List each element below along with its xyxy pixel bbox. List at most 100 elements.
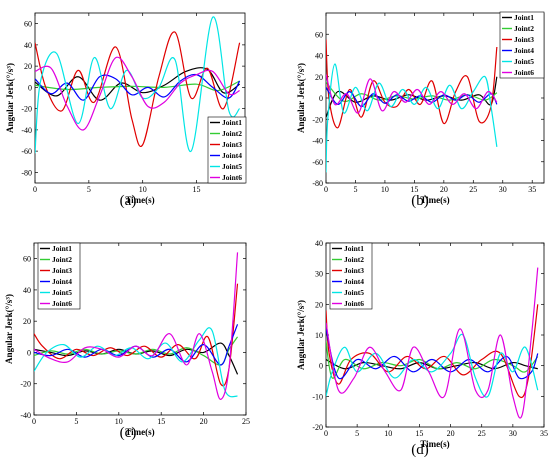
legend-label-joint3: Joint3 xyxy=(222,140,242,149)
series-line-joint3 xyxy=(34,283,239,387)
y-tick-label: 20 xyxy=(23,317,31,326)
x-tick-label: 25 xyxy=(478,429,486,438)
legend-label-joint4: Joint4 xyxy=(344,277,364,286)
legend-label-joint1: Joint1 xyxy=(344,244,364,253)
series-group xyxy=(326,39,498,173)
x-tick-label: 15 xyxy=(193,185,201,194)
y-tick-label: -60 xyxy=(21,147,32,156)
y-tick-label: -40 xyxy=(20,411,31,420)
legend-label-joint5: Joint5 xyxy=(514,57,534,66)
x-tick-label: 10 xyxy=(115,417,123,426)
panel-caption: (d) xyxy=(411,442,429,458)
y-axis-label: Angular Jerk(°/s³) xyxy=(5,63,15,133)
x-tick-label: 5 xyxy=(87,185,91,194)
series-line-joint1 xyxy=(326,76,498,118)
y-tick-label: 30 xyxy=(315,270,323,279)
series-line-joint2 xyxy=(326,341,539,379)
y-tick-label: 0 xyxy=(319,94,323,103)
series-line-joint5 xyxy=(326,63,498,173)
chart-panel-c: 0 5 10 15 20 25 -40 -20 0 20 40 60 Time(s) Angular Je… xyxy=(4,242,250,441)
x-tick-label: 15 xyxy=(415,429,423,438)
legend-label-joint5: Joint5 xyxy=(222,162,242,171)
series-line-joint3 xyxy=(326,39,498,129)
legend-box xyxy=(329,242,373,310)
x-tick-label: 30 xyxy=(509,429,517,438)
legend-label-joint2: Joint2 xyxy=(222,129,242,138)
panel-caption: (c) xyxy=(120,425,137,441)
series-group xyxy=(35,16,241,154)
x-tick-label: 0 xyxy=(324,185,328,194)
x-tick-label: 0 xyxy=(33,185,37,194)
y-tick-label: 0 xyxy=(27,348,31,357)
y-tick-label: -20 xyxy=(312,115,323,124)
plot-frame xyxy=(33,242,247,416)
x-tick-label: 0 xyxy=(32,417,36,426)
y-axis-label: Angular Jerk(°/s³) xyxy=(4,294,14,364)
y-tick-label: -20 xyxy=(20,380,31,389)
x-tick-label: 30 xyxy=(499,185,507,194)
y-tick-label: 40 xyxy=(24,41,32,50)
y-tick-label: -80 xyxy=(312,179,323,188)
x-tick-label: 20 xyxy=(440,185,448,194)
legend-label-joint1: Joint1 xyxy=(222,118,242,127)
y-tick-label: 60 xyxy=(23,255,31,264)
legend-box xyxy=(37,242,81,310)
legend-label-joint1: Joint1 xyxy=(52,244,72,253)
legend: Joint1 Joint2 Joint3 Joint4 Joint5 Joint6 xyxy=(37,242,81,310)
legend-label-joint1: Joint1 xyxy=(514,13,534,22)
legend-label-joint3: Joint3 xyxy=(52,266,72,275)
series-line-joint3 xyxy=(35,31,241,147)
y-axis-label: Angular Jerk(°/s³) xyxy=(296,63,306,133)
legend-label-joint4: Joint4 xyxy=(52,277,72,286)
chart-panel-b: 0 5 10 15 20 25 30 35 -80 -60 -40 -20 0 20 40 60 Time(s)… xyxy=(296,11,545,209)
series-line-joint6 xyxy=(326,74,498,114)
legend-label-joint2: Joint2 xyxy=(344,255,364,264)
x-tick-label: 5 xyxy=(74,417,78,426)
legend-label-joint3: Joint3 xyxy=(514,35,534,44)
x-tick-label: 25 xyxy=(242,417,250,426)
y-tick-label: -20 xyxy=(21,105,32,114)
x-tick-label: 15 xyxy=(157,417,165,426)
series-line-joint4 xyxy=(326,87,498,108)
x-tick-label: 0 xyxy=(324,429,328,438)
series-group xyxy=(326,267,539,419)
legend: Joint1 Joint2 Joint3 Joint4 Joint5 Joint6 xyxy=(207,116,247,184)
legend-label-joint2: Joint2 xyxy=(514,24,534,33)
legend-label-joint6: Joint6 xyxy=(222,173,242,182)
y-tick-label: -80 xyxy=(21,168,32,177)
y-tick-label: 20 xyxy=(315,300,323,309)
x-tick-label: 35 xyxy=(540,429,548,438)
y-axis-label: Angular Jerk(°/s³) xyxy=(296,300,306,370)
y-tick-label: -20 xyxy=(312,423,323,432)
series-line-joint5 xyxy=(34,327,238,398)
y-tick-label: 20 xyxy=(315,73,323,82)
x-tick-label: 25 xyxy=(469,185,477,194)
y-tick-label: 0 xyxy=(28,83,32,92)
x-axis-label: Time(s) xyxy=(125,195,154,205)
legend-label-joint3: Joint3 xyxy=(344,266,364,275)
series-line-joint6 xyxy=(326,267,539,419)
series-line-joint4 xyxy=(326,328,539,380)
chart-panel-a: 0 5 10 15 -80 -60 -40 -20 0 20 40 60 Time(s) Angular … xyxy=(5,12,247,209)
x-tick-label: 5 xyxy=(355,429,359,438)
x-tick-label: 35 xyxy=(528,185,536,194)
x-tick-label: 10 xyxy=(384,429,392,438)
legend-box xyxy=(207,116,247,184)
legend-label-joint5: Joint5 xyxy=(344,288,364,297)
series-line-joint3 xyxy=(326,304,539,398)
y-tick-label: -40 xyxy=(21,126,32,135)
legend-label-joint4: Joint4 xyxy=(222,151,242,160)
plot-frame xyxy=(34,12,246,184)
series-line-joint4 xyxy=(35,73,241,101)
x-tick-label: 20 xyxy=(200,417,208,426)
y-tick-label: 60 xyxy=(315,30,323,39)
x-tick-label: 10 xyxy=(139,185,147,194)
x-axis-label: Time(s) xyxy=(420,439,449,449)
y-tick-label: 40 xyxy=(315,239,323,248)
series-group xyxy=(34,252,239,400)
y-tick-label: 40 xyxy=(315,52,323,61)
y-tick-label: 10 xyxy=(315,331,323,340)
x-tick-label: 5 xyxy=(353,185,357,194)
series-line-joint1 xyxy=(34,342,239,375)
